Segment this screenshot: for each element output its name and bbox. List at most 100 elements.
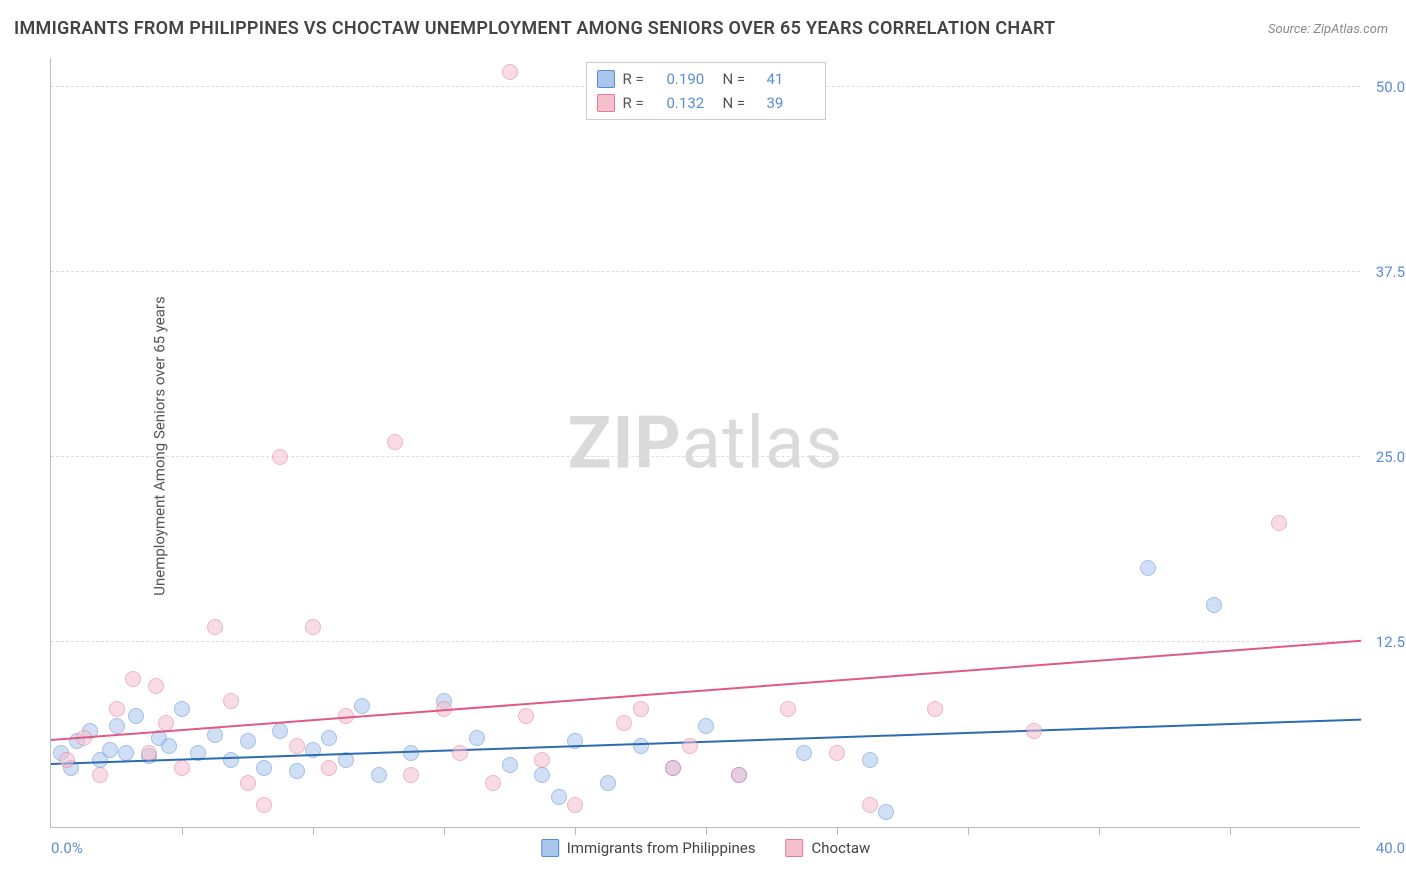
x-tick (837, 827, 838, 835)
x-tick (444, 827, 445, 835)
data-point (927, 701, 943, 717)
y-tick-label: 50.0% (1376, 78, 1406, 96)
x-tick (1099, 827, 1100, 835)
gridline (51, 641, 1360, 642)
data-point (731, 767, 747, 783)
data-point (878, 804, 894, 820)
legend-bottom-label2: Choctaw (812, 839, 871, 857)
data-point (272, 723, 288, 739)
data-point (128, 708, 144, 724)
data-point (665, 760, 681, 776)
data-point (518, 708, 534, 724)
data-point (59, 752, 75, 768)
series-legend: Immigrants from Philippines Choctaw (541, 839, 871, 857)
legend-bottom-swatch1 (541, 839, 559, 857)
data-point (616, 715, 632, 731)
data-point (780, 701, 796, 717)
data-point (223, 693, 239, 709)
data-point (289, 738, 305, 754)
x-tick (968, 827, 969, 835)
data-point (240, 775, 256, 791)
data-point (102, 742, 118, 758)
N-label2: N = (723, 91, 759, 115)
data-point (502, 64, 518, 80)
data-point (125, 671, 141, 687)
R-value1: 0.190 (667, 67, 715, 91)
legend-item-series2: Choctaw (786, 839, 871, 857)
data-point (1140, 560, 1156, 576)
source-value: ZipAtlas.com (1313, 22, 1388, 37)
R-label1: R = (623, 67, 659, 91)
legend-swatch-series1 (597, 70, 615, 88)
watermark-rest: atlas (682, 400, 844, 485)
data-point (321, 760, 337, 776)
data-point (148, 678, 164, 694)
data-point (698, 718, 714, 734)
watermark: ZIPatlas (568, 400, 844, 485)
x-tick (182, 827, 183, 835)
data-point (1206, 597, 1222, 613)
data-point (141, 745, 157, 761)
data-point (256, 797, 272, 813)
data-point (109, 701, 125, 717)
data-point (1026, 723, 1042, 739)
data-point (534, 767, 550, 783)
y-tick-label: 37.5% (1376, 263, 1406, 281)
legend-item-series1: Immigrants from Philippines (541, 839, 756, 857)
data-point (862, 797, 878, 813)
data-point (862, 752, 878, 768)
data-point (682, 738, 698, 754)
x-tick (706, 827, 707, 835)
data-point (485, 775, 501, 791)
source-label: Source: (1268, 22, 1310, 37)
data-point (534, 752, 550, 768)
gridline (51, 456, 1360, 457)
legend-row-series2: R = 0.132 N = 39 (597, 91, 815, 115)
data-point (92, 767, 108, 783)
legend-bottom-swatch2 (786, 839, 804, 857)
x-axis-min-label: 0.0% (51, 839, 83, 857)
data-point (387, 434, 403, 450)
data-point (371, 767, 387, 783)
correlation-legend: R = 0.190 N = 41 R = 0.132 N = 39 (586, 62, 826, 120)
data-point (256, 760, 272, 776)
data-point (354, 698, 370, 714)
N-label1: N = (723, 67, 759, 91)
data-point (452, 745, 468, 761)
y-tick-label: 25.0% (1376, 448, 1406, 466)
data-point (207, 619, 223, 635)
data-point (829, 745, 845, 761)
y-tick-label: 12.5% (1376, 633, 1406, 651)
data-point (633, 701, 649, 717)
data-point (118, 745, 134, 761)
legend-bottom-label1: Immigrants from Philippines (567, 839, 756, 857)
data-point (551, 789, 567, 805)
chart-title: IMMIGRANTS FROM PHILIPPINES VS CHOCTAW U… (14, 18, 1055, 39)
data-point (600, 775, 616, 791)
data-point (223, 752, 239, 768)
data-point (305, 619, 321, 635)
data-point (321, 730, 337, 746)
x-axis-max-label: 40.0% (1376, 839, 1406, 857)
R-label2: R = (623, 91, 659, 115)
x-tick (313, 827, 314, 835)
data-point (403, 767, 419, 783)
data-point (207, 727, 223, 743)
data-point (1271, 515, 1287, 531)
scatter-plot-area: ZIPatlas R = 0.190 N = 41 R = 0.132 N = … (50, 58, 1360, 828)
data-point (174, 760, 190, 776)
legend-row-series1: R = 0.190 N = 41 (597, 67, 815, 91)
x-tick (575, 827, 576, 835)
data-point (240, 733, 256, 749)
data-point (469, 730, 485, 746)
R-value2: 0.132 (667, 91, 715, 115)
data-point (161, 738, 177, 754)
N-value2: 39 (767, 91, 815, 115)
data-point (633, 738, 649, 754)
data-point (174, 701, 190, 717)
source-credit: Source: ZipAtlas.com (1268, 22, 1388, 37)
data-point (272, 449, 288, 465)
N-value1: 41 (767, 67, 815, 91)
data-point (502, 757, 518, 773)
data-point (796, 745, 812, 761)
